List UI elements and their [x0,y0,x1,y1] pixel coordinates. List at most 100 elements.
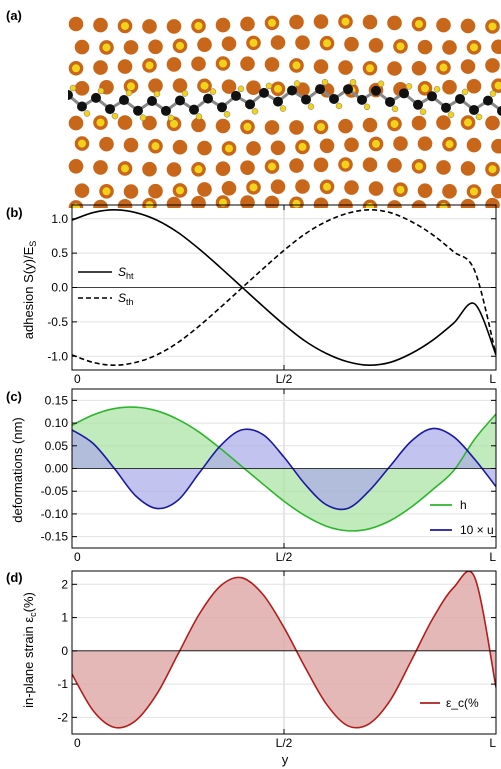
atom [102,187,111,196]
atom [470,187,478,196]
atom [270,35,286,50]
side-atom [111,112,119,120]
atom [148,39,163,55]
side-atom [237,85,245,93]
atom [344,36,359,52]
side-atom [377,80,385,88]
atom [121,164,129,173]
side-atom [195,113,203,120]
atom [246,141,261,156]
chain-atom [329,94,339,105]
side-atom [181,90,189,97]
atom [191,56,206,72]
atom [295,179,310,194]
atom [368,181,384,196]
x-tick-label: L [489,550,496,564]
atom [215,161,231,176]
atom [439,203,448,208]
side-atom [447,111,455,118]
atom [270,179,286,194]
side-atom [167,114,175,122]
atom [240,195,255,208]
atom [372,139,380,148]
chain-atom [133,105,143,116]
chain-atom [343,84,353,95]
atom [93,60,108,75]
atom [387,200,402,208]
atom [249,183,258,192]
side-atom [419,108,427,116]
atom [142,19,157,34]
x-tick-label: L [489,736,496,750]
atom [264,57,280,72]
chain-atom [413,99,423,110]
atom [268,18,276,27]
atom [176,41,184,50]
atom [123,40,139,55]
chain-atom [91,92,101,103]
atom [249,38,258,47]
side-atom [349,78,357,86]
y-tick-label: -0.05 [41,484,69,498]
atom [243,122,252,131]
atom [338,60,353,75]
atom [460,161,476,176]
atom [123,137,139,153]
atom [74,183,90,198]
atom [148,183,163,199]
atom [221,36,237,51]
atom [485,115,500,131]
atom [464,118,472,127]
chain-atom [105,104,115,115]
chain-atom [161,105,171,116]
x-tick-label: L [489,372,496,386]
y-tick-label: -0.5 [47,315,68,329]
series-line-1 [72,427,496,511]
atom [148,78,163,93]
atom [170,119,178,128]
atom [78,139,86,148]
series-line-0 [72,209,496,366]
chain-atom [217,102,227,113]
atom [274,84,282,93]
side-atom [461,88,469,96]
atom [99,136,114,152]
atom [166,196,182,208]
atom [151,142,160,151]
side-atom [209,88,217,95]
y-tick-label: 1 [61,611,68,625]
legend-label: Sht [118,265,134,281]
atom [494,81,501,90]
atom [415,162,423,171]
atom [117,198,133,208]
atom [264,195,280,208]
atom [117,59,133,74]
atom [240,160,255,175]
atom [445,140,454,149]
legend-label: h [460,498,467,512]
atom [411,60,427,76]
atom [172,78,188,93]
atom [264,120,280,135]
side-atom [69,84,77,92]
chain-atom [427,91,437,102]
atom [466,137,482,153]
d-y-axis-label: in-plane strain εc(%) [21,592,38,708]
chain-atom [77,101,87,112]
atom [121,21,129,30]
atom [246,80,261,95]
atom [387,15,402,31]
atom [323,39,331,48]
atom [362,14,378,30]
atom [289,158,304,173]
atom [387,61,402,76]
atom [166,162,182,177]
series-area-1 [72,428,496,510]
chain-atom [189,104,199,115]
atom [292,61,301,70]
chain-atom [469,104,479,115]
atom [319,138,335,154]
series-line-0 [72,406,496,532]
y-tick-label: 0.10 [45,416,69,430]
y-tick-label: 0.0 [51,281,68,295]
